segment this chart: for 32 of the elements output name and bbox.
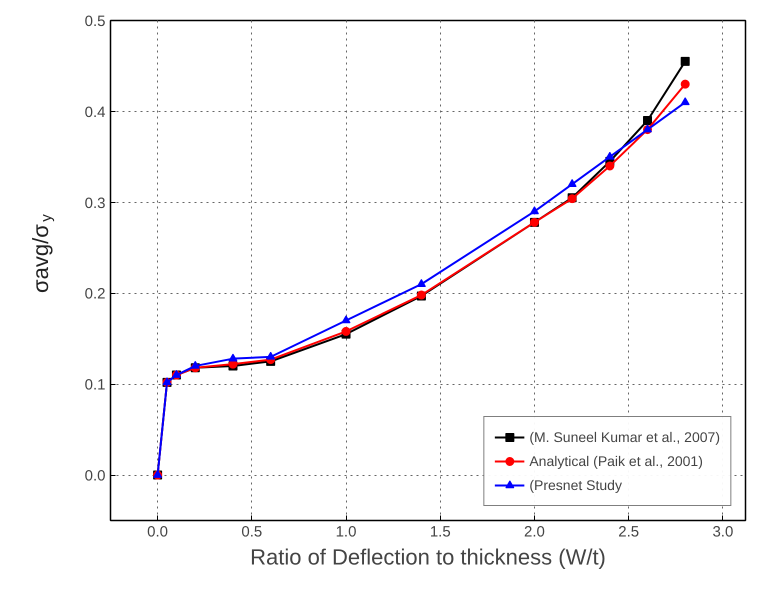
- x-tick-label: 2.5: [618, 524, 640, 540]
- point: [342, 326, 351, 336]
- y-tick-label: 0.3: [84, 194, 106, 212]
- point: [530, 206, 539, 214]
- x-tick-label: 1.0: [336, 524, 356, 540]
- legend-label: Analytical (Paik et al., 2001): [529, 453, 703, 469]
- x-tick-label: 0.0: [147, 524, 168, 540]
- legend-label: (M. Suneel Kumar et al., 2007): [529, 429, 720, 445]
- y-tick-label: 0.2: [84, 286, 106, 303]
- y-axis-title: σavg/σy: [28, 214, 55, 293]
- point: [190, 360, 200, 369]
- y-tick-label: 0.5: [84, 13, 106, 30]
- point: [605, 161, 614, 170]
- point: [680, 80, 690, 89]
- point: [643, 116, 652, 125]
- legend-label: (Presnet Study: [529, 477, 622, 493]
- x-axis-title: Ratio of Deflection to thickness (W/t): [250, 544, 606, 570]
- point: [680, 97, 690, 106]
- x-tick-label: 3.0: [712, 524, 734, 540]
- x-tick-label: 0.5: [241, 524, 262, 540]
- point: [605, 152, 614, 160]
- y-tick-label: 0.4: [84, 104, 106, 121]
- x-tick-label: 1.5: [430, 524, 451, 540]
- y-tick-label: 0.0: [84, 468, 106, 485]
- point: [416, 279, 426, 287]
- x-tick-label: 2.0: [524, 524, 545, 540]
- point: [342, 315, 351, 324]
- point: [228, 354, 238, 362]
- point: [568, 179, 577, 187]
- point: [266, 352, 276, 360]
- point: [680, 56, 690, 66]
- y-tick-label: 0.1: [84, 376, 106, 394]
